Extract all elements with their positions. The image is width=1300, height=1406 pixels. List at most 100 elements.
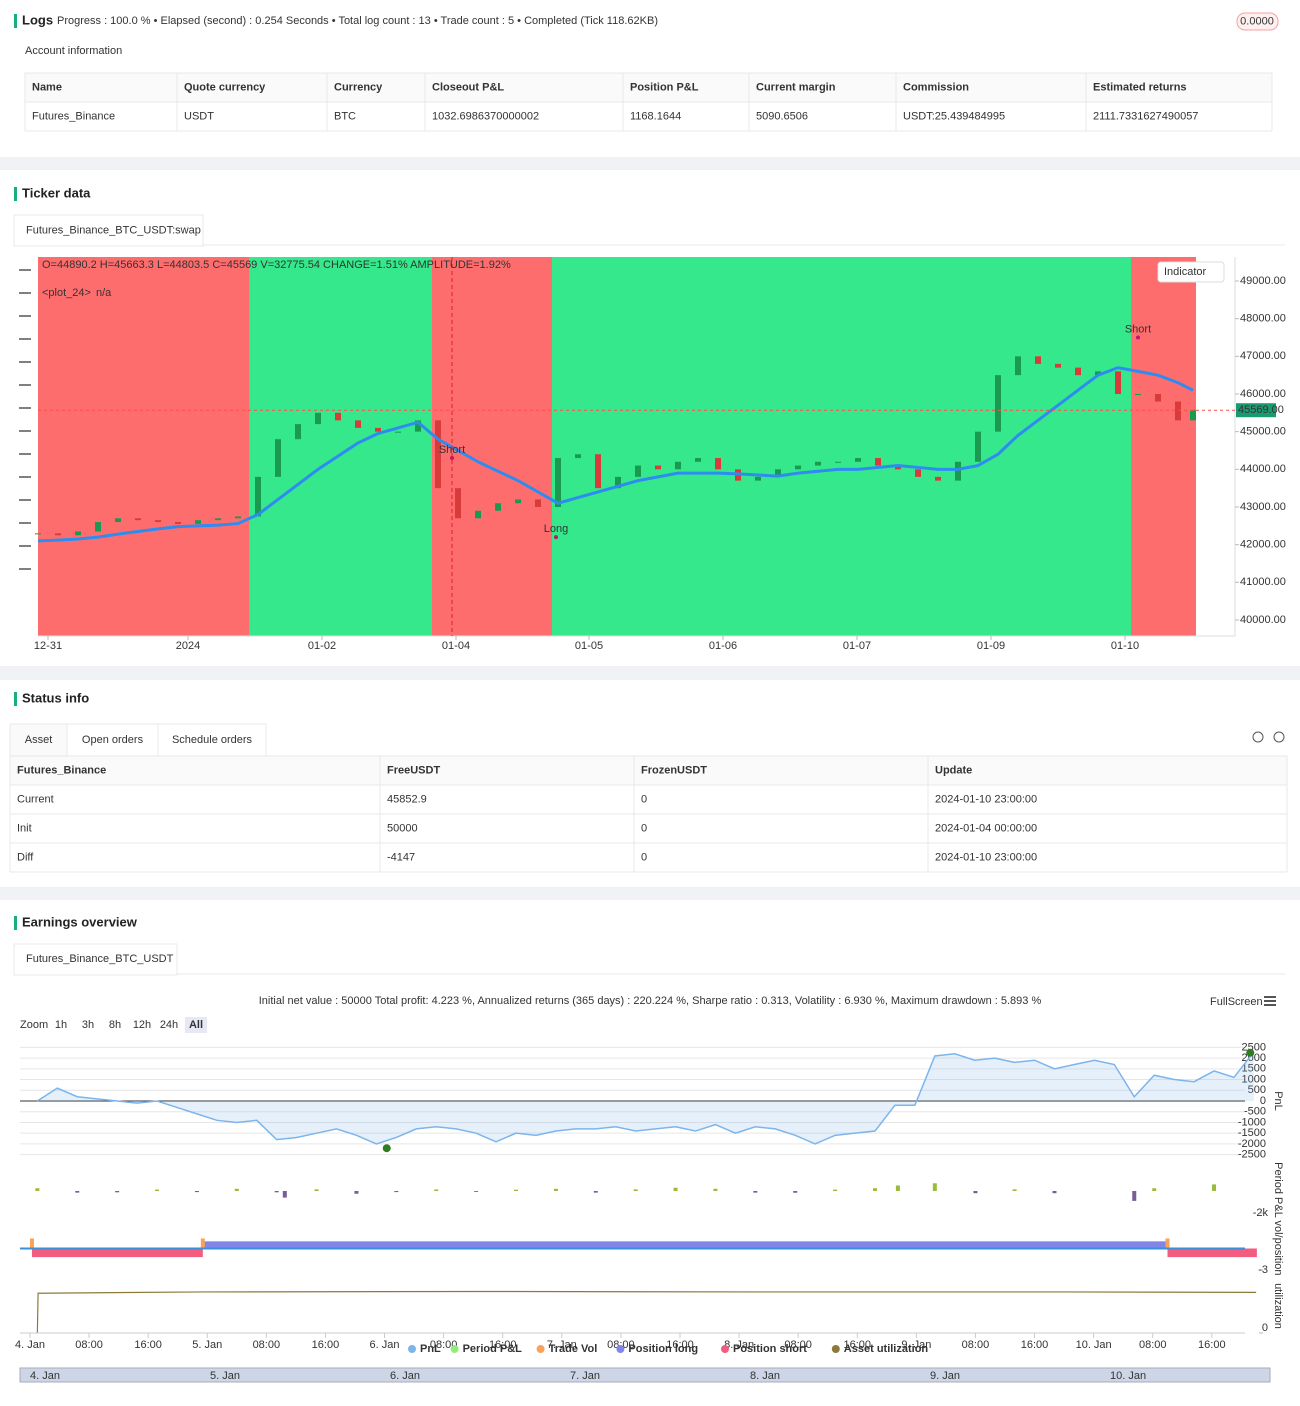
legend-label[interactable]: Position long	[628, 1343, 698, 1355]
y-tick-label: 500	[1248, 1084, 1266, 1096]
legend-label[interactable]: Asset utilization	[844, 1343, 929, 1355]
x-tick-label: 7. Jan	[547, 1339, 577, 1351]
x-tick-label: 16:00	[312, 1339, 340, 1351]
period-bar	[1212, 1184, 1217, 1191]
zoom-button[interactable]: 8h	[109, 1019, 121, 1031]
zoom-button[interactable]: All	[189, 1019, 203, 1031]
candle	[615, 476, 621, 489]
period-bar	[673, 1187, 678, 1191]
table-header: Currency	[334, 81, 383, 93]
tab-label[interactable]: Schedule orders	[172, 734, 253, 746]
separator	[0, 157, 1300, 170]
y-tick-label: 48000.00	[1240, 313, 1286, 325]
tab-label[interactable]: Futures_Binance_BTC_USDT:swap	[26, 224, 201, 236]
candle	[835, 461, 841, 463]
y-tick-label: 44000.00	[1240, 463, 1286, 475]
tab-label[interactable]: Futures_Binance_BTC_USDT	[26, 953, 174, 965]
zoom-button[interactable]: 3h	[82, 1019, 94, 1031]
tab[interactable]	[13, 943, 178, 976]
table-cell: Init	[17, 822, 32, 834]
candle	[855, 458, 861, 462]
tab[interactable]	[13, 214, 204, 247]
table-header: FrozenUSDT	[641, 764, 707, 776]
indicator-label[interactable]: Indicator	[1164, 266, 1207, 278]
navigator-label: 10. Jan	[1110, 1370, 1146, 1382]
cloud-icon[interactable]	[1252, 731, 1264, 743]
plot-value: n/a	[96, 287, 112, 299]
candle	[1135, 393, 1141, 395]
y-tick-label: 41000.00	[1240, 576, 1286, 588]
y-tick-label: 42000.00	[1240, 539, 1286, 551]
fullscreen[interactable]: FullScreen	[1210, 996, 1263, 1008]
table-header: Quote currency	[184, 81, 266, 93]
candle	[235, 516, 241, 519]
legend-swatch[interactable]	[616, 1345, 625, 1353]
candle	[695, 458, 701, 462]
legend-label[interactable]: Position short	[733, 1343, 807, 1355]
legend-swatch[interactable]	[536, 1345, 545, 1353]
settings-icon[interactable]	[1273, 731, 1285, 743]
y-tick-label: 45000.00	[1240, 426, 1286, 438]
zoom-button[interactable]: 24h	[160, 1019, 178, 1031]
candle	[195, 520, 201, 524]
candle	[295, 424, 301, 440]
badge-value: 0.0000	[1240, 15, 1274, 27]
candle	[335, 412, 341, 421]
position-region	[1131, 257, 1196, 636]
candle	[935, 476, 941, 481]
indicator-button[interactable]	[1157, 261, 1225, 283]
legend-swatch[interactable]	[450, 1345, 459, 1353]
period-bar	[274, 1190, 279, 1193]
table-cell: Diff	[17, 851, 34, 863]
trade-vol	[1165, 1238, 1170, 1249]
candle	[915, 469, 921, 477]
period-bar	[932, 1183, 937, 1191]
legend-swatch[interactable]	[831, 1345, 840, 1353]
candle	[675, 461, 681, 470]
table-cell: 0	[641, 822, 647, 834]
legend-swatch[interactable]	[721, 1345, 729, 1353]
y-tick-label: -1000	[1238, 1116, 1266, 1128]
legend-label[interactable]: PnL	[420, 1343, 441, 1355]
candle	[355, 420, 361, 428]
zoom-button[interactable]: 1h	[55, 1019, 67, 1031]
table-cell: -4147	[387, 851, 415, 863]
candle	[35, 533, 41, 535]
table-cell: 45852.9	[387, 793, 427, 805]
legend-label[interactable]: Period P&L	[463, 1343, 523, 1355]
table-cell: BTC	[334, 110, 356, 122]
tab[interactable]	[157, 723, 267, 757]
tab[interactable]	[66, 723, 159, 757]
x-tick-label: 08:00	[784, 1339, 812, 1351]
trade-label: Long	[544, 523, 568, 535]
moving-average	[37, 366, 1194, 543]
y-tick-label: 46000.00	[1240, 388, 1286, 400]
candle	[55, 533, 61, 536]
zoom-button[interactable]: 12h	[133, 1019, 151, 1031]
period-bar	[234, 1188, 239, 1191]
period-bar	[155, 1189, 160, 1191]
candle	[1095, 371, 1101, 376]
tab-label[interactable]: Open orders	[82, 734, 144, 746]
navigator-label: 7. Jan	[570, 1370, 600, 1382]
legend-swatch[interactable]	[408, 1345, 416, 1353]
tab[interactable]	[9, 723, 68, 757]
navigator-label: 4. Jan	[30, 1370, 60, 1382]
section-title: Logs	[22, 12, 53, 27]
subsection-title: Account information	[25, 45, 122, 57]
navigator[interactable]	[19, 1367, 1271, 1383]
period-bar	[713, 1188, 718, 1191]
pane-axis-label: utilization	[1272, 1283, 1284, 1329]
tab-label[interactable]: Asset	[25, 734, 53, 746]
y-tick-label: -2000	[1238, 1138, 1266, 1150]
y-tick-label: 49000.00	[1240, 275, 1286, 287]
x-tick-label: 8. Jan	[724, 1339, 754, 1351]
x-tick-label: 08:00	[430, 1339, 458, 1351]
table-header: Position P&L	[630, 81, 699, 93]
legend-label[interactable]: Trade Vol	[549, 1343, 598, 1355]
period-bar	[833, 1189, 838, 1191]
x-tick-label: 01-07	[843, 640, 871, 652]
period-bar	[753, 1190, 758, 1193]
